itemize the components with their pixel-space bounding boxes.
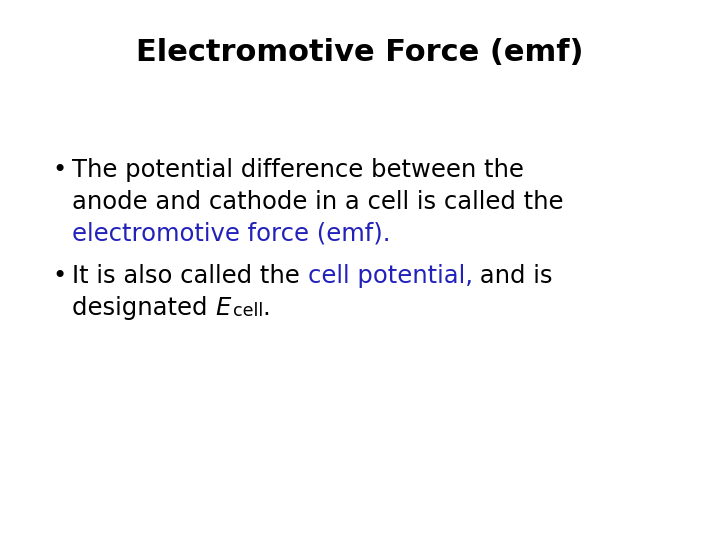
Text: electromotive force (emf).: electromotive force (emf). (72, 222, 390, 246)
Text: •: • (52, 264, 66, 288)
Text: The potential difference between the: The potential difference between the (72, 158, 524, 182)
Text: cell: cell (233, 302, 263, 320)
Text: designated: designated (72, 296, 215, 320)
Text: Electromotive Force (emf): Electromotive Force (emf) (136, 38, 584, 67)
Text: •: • (52, 158, 66, 182)
Text: and is: and is (472, 264, 553, 288)
Text: $\mathit{E}$: $\mathit{E}$ (215, 296, 233, 320)
Text: cell: cell (233, 302, 263, 320)
Text: anode and cathode in a cell is called the: anode and cathode in a cell is called th… (72, 190, 564, 214)
Text: .: . (263, 296, 271, 320)
Text: It is also called the: It is also called the (72, 264, 307, 288)
Text: cell potential,: cell potential, (307, 264, 472, 288)
